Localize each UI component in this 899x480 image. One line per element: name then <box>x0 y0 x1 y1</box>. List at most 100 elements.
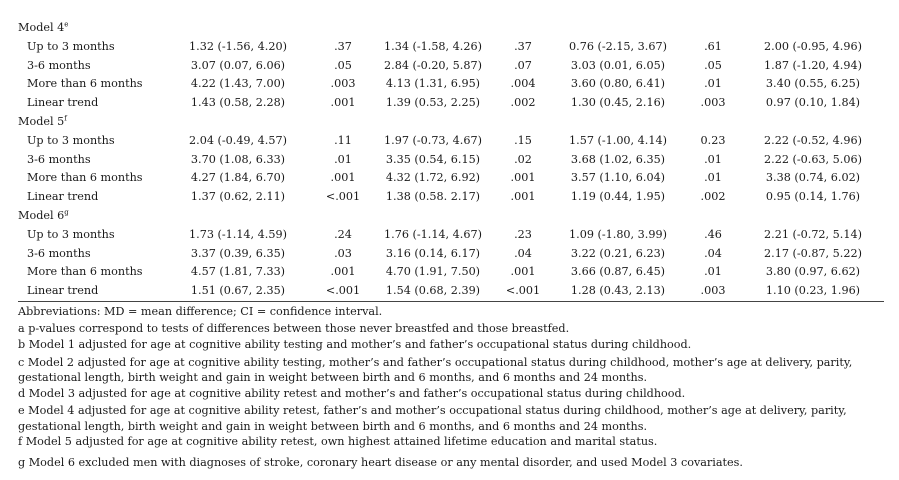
footnote-d: d Model 3 adjusted for age at cognitive … <box>18 386 686 400</box>
estimate-cell: 3.16 (0.14, 6.17) <box>385 246 481 260</box>
results-table-body: Model 4e Up to 3 months 1.32 (-1.56, 4.20)… <box>18 19 899 301</box>
table-row: More than 6 months 4.27 (1.84, 6.70) .001 4… <box>18 169 899 188</box>
model-header-row: Model 4e <box>18 19 899 38</box>
row-label: 3-6 months <box>27 152 91 166</box>
estimate-cell: 1.28 (0.43, 2.13) <box>570 284 666 298</box>
row-label: Linear trend <box>27 190 99 204</box>
table-row: More than 6 months 4.22 (1.43, 7.00) .003 4… <box>18 75 899 94</box>
footnote-abbreviations: Abbreviations: MD = mean difference; CI … <box>18 305 383 318</box>
footnotes: Abbreviations: MD = mean difference; CI … <box>18 304 888 471</box>
table-row: Up to 3 months 2.04 (-0.49, 4.57) .11 1.97 … <box>18 132 899 151</box>
model-header-row: Model 5f <box>18 113 899 132</box>
p-value-cell: .02 <box>888 75 899 94</box>
footnote-a: a p-values correspond to tests of differ… <box>18 321 570 335</box>
p-value-cell: .01 <box>704 152 722 166</box>
p-value-cell: .001 <box>510 265 536 279</box>
row-label: Up to 3 months <box>27 133 115 147</box>
p-value-cell: .02 <box>514 152 532 166</box>
estimate-cell: 1.19 (0.44, 1.95) <box>570 190 666 204</box>
model-heading: Model 4e <box>18 19 899 38</box>
p-value-cell: .001 <box>330 96 356 110</box>
table-row: 3-6 months 3.07 (0.07, 6.06) .05 2.84 (-0.2… <box>18 57 899 76</box>
p-value-cell: .02 <box>888 245 899 264</box>
footnote-c: c Model 2 adjusted for age at cognitive … <box>18 355 853 385</box>
model-label: Model 6 <box>18 208 65 222</box>
estimate-cell: 4.70 (1.91, 7.50) <box>385 265 481 279</box>
table-row: Linear trend 1.43 (0.58, 2.28) .001 1.39 (0… <box>18 94 899 113</box>
table-row: More than 6 months 4.57 (1.81, 7.33) .001 4… <box>18 263 899 282</box>
model-label: Model 4 <box>18 21 65 34</box>
estimate-cell: 4.13 (1.31, 6.95) <box>385 77 481 91</box>
footnote-g: g Model 6 excluded men with diagnoses of… <box>18 455 743 469</box>
estimate-cell: 1.10 (0.23, 1.96) <box>765 284 861 298</box>
estimate-cell: 1.54 (0.68, 2.39) <box>385 284 481 298</box>
estimate-cell: 0.97 (0.10, 1.84) <box>765 96 861 110</box>
estimate-cell: 1.57 (-1.00, 4.14) <box>569 133 667 147</box>
results-table: Model 4e Up to 3 months 1.32 (-1.56, 4.20)… <box>18 19 899 301</box>
footnote-b: b Model 1 adjusted for age at cognitive … <box>18 338 692 351</box>
p-value-cell: .01 <box>704 77 722 91</box>
model-footnote-marker: g <box>64 208 69 217</box>
p-value-cell: .01 <box>704 171 722 185</box>
table-row: Linear trend 1.51 (0.67, 2.35) <.001 1.54 (… <box>18 282 899 301</box>
estimate-cell: 4.57 (1.81, 7.33) <box>190 265 286 279</box>
estimate-cell: 3.66 (0.87, 6.45) <box>570 265 666 279</box>
estimate-cell: 2.00 (-0.95, 4.96) <box>764 39 862 53</box>
p-value-cell: <.001 <box>325 284 361 298</box>
footnote-e: e Model 4 adjusted for age at cognitive … <box>18 404 847 433</box>
estimate-cell: 3.22 (0.21, 6.23) <box>570 246 666 260</box>
p-value-cell: .03 <box>888 94 899 113</box>
p-value-cell: .01 <box>888 169 899 188</box>
p-value-cell: .13 <box>888 151 899 170</box>
row-label: Up to 3 months <box>27 227 115 241</box>
estimate-cell: 2.22 (-0.52, 4.96) <box>764 133 862 147</box>
row-label: Linear trend <box>27 284 99 298</box>
estimate-cell: 1.34 (-1.58, 4.26) <box>384 39 482 53</box>
p-value-cell: .05 <box>334 58 352 72</box>
row-label: Up to 3 months <box>27 39 115 53</box>
table-row: Up to 3 months 1.73 (-1.14, 4.59) .24 1.76 … <box>18 226 899 245</box>
estimate-cell: 3.68 (1.02, 6.35) <box>570 152 666 166</box>
estimate-cell: 3.57 (1.10, 6.04) <box>570 171 666 185</box>
estimate-cell: 0.76 (-2.15, 3.67) <box>569 39 667 53</box>
estimate-cell: 4.27 (1.84, 6.70) <box>190 171 286 185</box>
p-value-cell: .15 <box>514 133 532 147</box>
estimate-cell: 1.97 (-0.73, 4.67) <box>384 133 482 147</box>
p-value-cell: .01 <box>334 152 352 166</box>
row-label: More than 6 months <box>27 171 143 185</box>
p-value-cell: .04 <box>514 246 532 260</box>
p-value-cell: .61 <box>704 39 722 53</box>
estimate-cell: 1.76 (-1.14, 4.67) <box>384 227 482 241</box>
estimate-cell: 4.22 (1.43, 7.00) <box>190 77 286 91</box>
model-label: Model 5 <box>18 114 65 128</box>
estimate-cell: 3.03 (0.01, 6.05) <box>570 58 666 72</box>
p-value-cell: .37 <box>334 39 352 53</box>
estimate-cell: 1.51 (0.67, 2.35) <box>190 284 286 298</box>
p-value-cell: .18 <box>888 38 899 57</box>
p-value-cell: .14 <box>888 226 899 245</box>
estimate-cell: 3.37 (0.39, 6.35) <box>190 246 286 260</box>
estimate-cell: 4.32 (1.72, 6.92) <box>385 171 481 185</box>
table-bottom-rule <box>18 301 884 302</box>
estimate-cell: 3.70 (1.08, 6.33) <box>190 152 286 166</box>
p-value-cell: .003 <box>330 77 356 91</box>
estimate-cell: 3.38 (0.74, 6.02) <box>765 171 861 185</box>
estimate-cell: 3.40 (0.55, 6.25) <box>765 77 861 91</box>
estimate-cell: 1.43 (0.58, 2.28) <box>190 96 286 110</box>
p-value-cell: .23 <box>514 227 532 241</box>
p-value-cell: .003 <box>700 96 726 110</box>
row-label: More than 6 months <box>27 77 143 91</box>
table-row: 3-6 months 3.37 (0.39, 6.35) .03 3.16 (0.14… <box>18 245 899 264</box>
estimate-cell: 1.09 (-1.80, 3.99) <box>569 227 667 241</box>
estimate-cell: 1.30 (0.45, 2.16) <box>570 96 666 110</box>
estimate-cell: 1.38 (0.58. 2.17) <box>385 190 481 204</box>
estimate-cell: 1.32 (-1.56, 4.20) <box>189 39 287 53</box>
p-value-cell: .07 <box>514 58 532 72</box>
p-value-cell: .05 <box>704 58 722 72</box>
estimate-cell: 2.17 (-0.87, 5.22) <box>764 246 862 260</box>
estimate-cell: 3.35 (0.54, 6.15) <box>385 152 481 166</box>
p-value-cell: .11 <box>888 132 899 151</box>
p-value-cell: .23 <box>888 57 899 76</box>
table-row: Up to 3 months 1.32 (-1.56, 4.20) .37 1.34 … <box>18 38 899 57</box>
row-label: 3-6 months <box>27 58 91 72</box>
